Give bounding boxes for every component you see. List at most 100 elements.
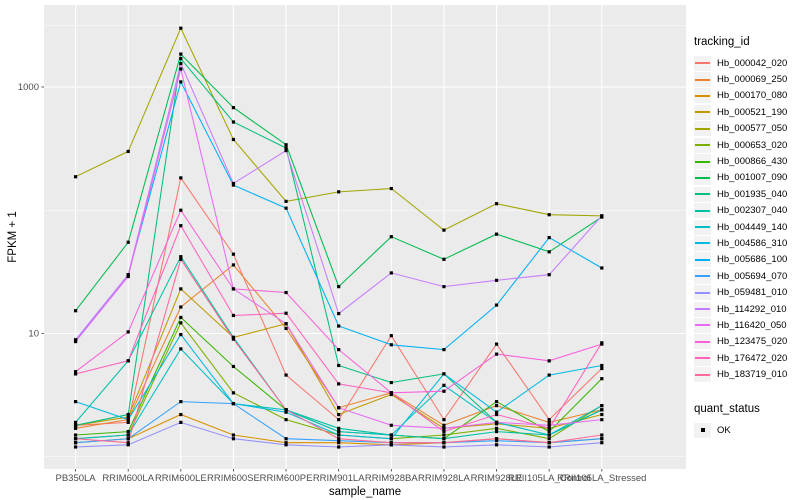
legend-item-label: Hb_123475_020 [717, 336, 788, 348]
line-swatch-icon [695, 144, 710, 147]
legend-item-label: Hb_005694_070 [717, 270, 788, 282]
legend-items: Hb_000042_020 Hb_000069_250 Hb_000170_080 H… [694, 55, 787, 383]
data-point [284, 408, 288, 412]
data-point [73, 420, 78, 424]
data-point [600, 363, 604, 368]
data-point [73, 339, 78, 344]
data-point [337, 418, 341, 422]
legend-item: Hb_005694_070 [694, 268, 787, 284]
legend-item: Hb_114292_010 [694, 301, 787, 317]
data-point [179, 400, 183, 404]
data-point [494, 404, 499, 408]
data-point [179, 257, 183, 261]
data-point [126, 412, 130, 417]
legend-key [694, 285, 711, 301]
data-point [231, 401, 236, 406]
data-point [547, 359, 551, 363]
legend-item: Hb_002307_040 [694, 203, 787, 219]
data-point [547, 426, 551, 430]
line-swatch-icon [695, 373, 710, 376]
data-point [494, 278, 499, 282]
y-axis-title: FPKM + 1 [7, 211, 19, 263]
data-point [284, 146, 288, 150]
data-point [231, 437, 236, 441]
legend-key [694, 137, 711, 153]
data-point [231, 263, 236, 267]
data-point [389, 334, 393, 338]
data-point [494, 352, 499, 356]
legend-item: Hb_000653_020 [694, 137, 787, 153]
data-point [600, 266, 604, 270]
data-point [547, 429, 551, 434]
legend-item: Hb_059481_010 [694, 284, 787, 301]
data-point [126, 149, 130, 154]
data-point [126, 443, 130, 447]
line-swatch-icon [695, 94, 710, 97]
data-point [442, 228, 446, 232]
data-point [284, 143, 288, 147]
data-point [284, 206, 288, 210]
data-point [231, 313, 236, 318]
data-point [547, 437, 551, 441]
data-point [442, 441, 446, 445]
data-point [126, 330, 130, 334]
data-point [284, 443, 288, 447]
data-point [442, 423, 446, 427]
data-point [284, 373, 288, 377]
data-point [231, 433, 236, 437]
line-swatch-icon [695, 176, 710, 179]
data-point [126, 441, 130, 445]
x-tick-label: PB350LA [55, 473, 96, 484]
data-point [389, 437, 393, 441]
legend-key [694, 422, 711, 438]
line-swatch-icon [695, 242, 710, 245]
data-point [337, 312, 341, 316]
data-point [231, 106, 236, 110]
legend-item: Hb_116420_050 [694, 317, 787, 333]
data-point [126, 433, 130, 437]
x-tick-label: RRIM600LE [155, 473, 207, 484]
data-point [600, 441, 604, 445]
data-point [284, 199, 288, 203]
data-point [494, 420, 499, 424]
data-point [231, 337, 236, 341]
data-point [494, 443, 499, 447]
data-point [600, 366, 604, 371]
legend-item: Hb_000042_020 [694, 55, 787, 71]
line-swatch-icon [695, 62, 710, 65]
legend-item-label: Hb_000577_050 [717, 123, 788, 135]
legend-item-label: Hb_000170_080 [717, 90, 788, 102]
legend-item: Hb_123475_020 [694, 334, 787, 350]
line-swatch-icon [695, 340, 710, 343]
data-point [442, 285, 446, 289]
data-point [284, 326, 288, 330]
line-swatch-icon [695, 291, 710, 294]
legend-item: Hb_000577_050 [694, 121, 787, 137]
data-point [389, 433, 393, 437]
data-point [337, 285, 341, 289]
data-point [126, 274, 130, 279]
data-point [231, 335, 236, 339]
data-point [73, 338, 78, 342]
data-point [337, 441, 341, 445]
data-point [389, 271, 393, 275]
legend-key [694, 301, 711, 317]
line-swatch-icon [695, 78, 710, 81]
legend-item: Hb_000521_190 [694, 104, 787, 120]
data-point [547, 433, 551, 437]
data-point [547, 213, 551, 217]
legend-key [694, 350, 711, 366]
data-point [73, 441, 78, 445]
data-point [73, 309, 78, 313]
data-point [337, 324, 341, 328]
data-point [231, 120, 236, 124]
data-point [600, 341, 604, 345]
data-point [73, 400, 78, 404]
data-point [126, 437, 130, 441]
data-point [337, 406, 341, 410]
data-point [231, 287, 236, 291]
tracking-id-legend: tracking_id Hb_000042_020 Hb_000069_250 Hb… [694, 36, 787, 383]
data-point [600, 437, 604, 441]
y-tick-label: 10 [28, 329, 39, 340]
